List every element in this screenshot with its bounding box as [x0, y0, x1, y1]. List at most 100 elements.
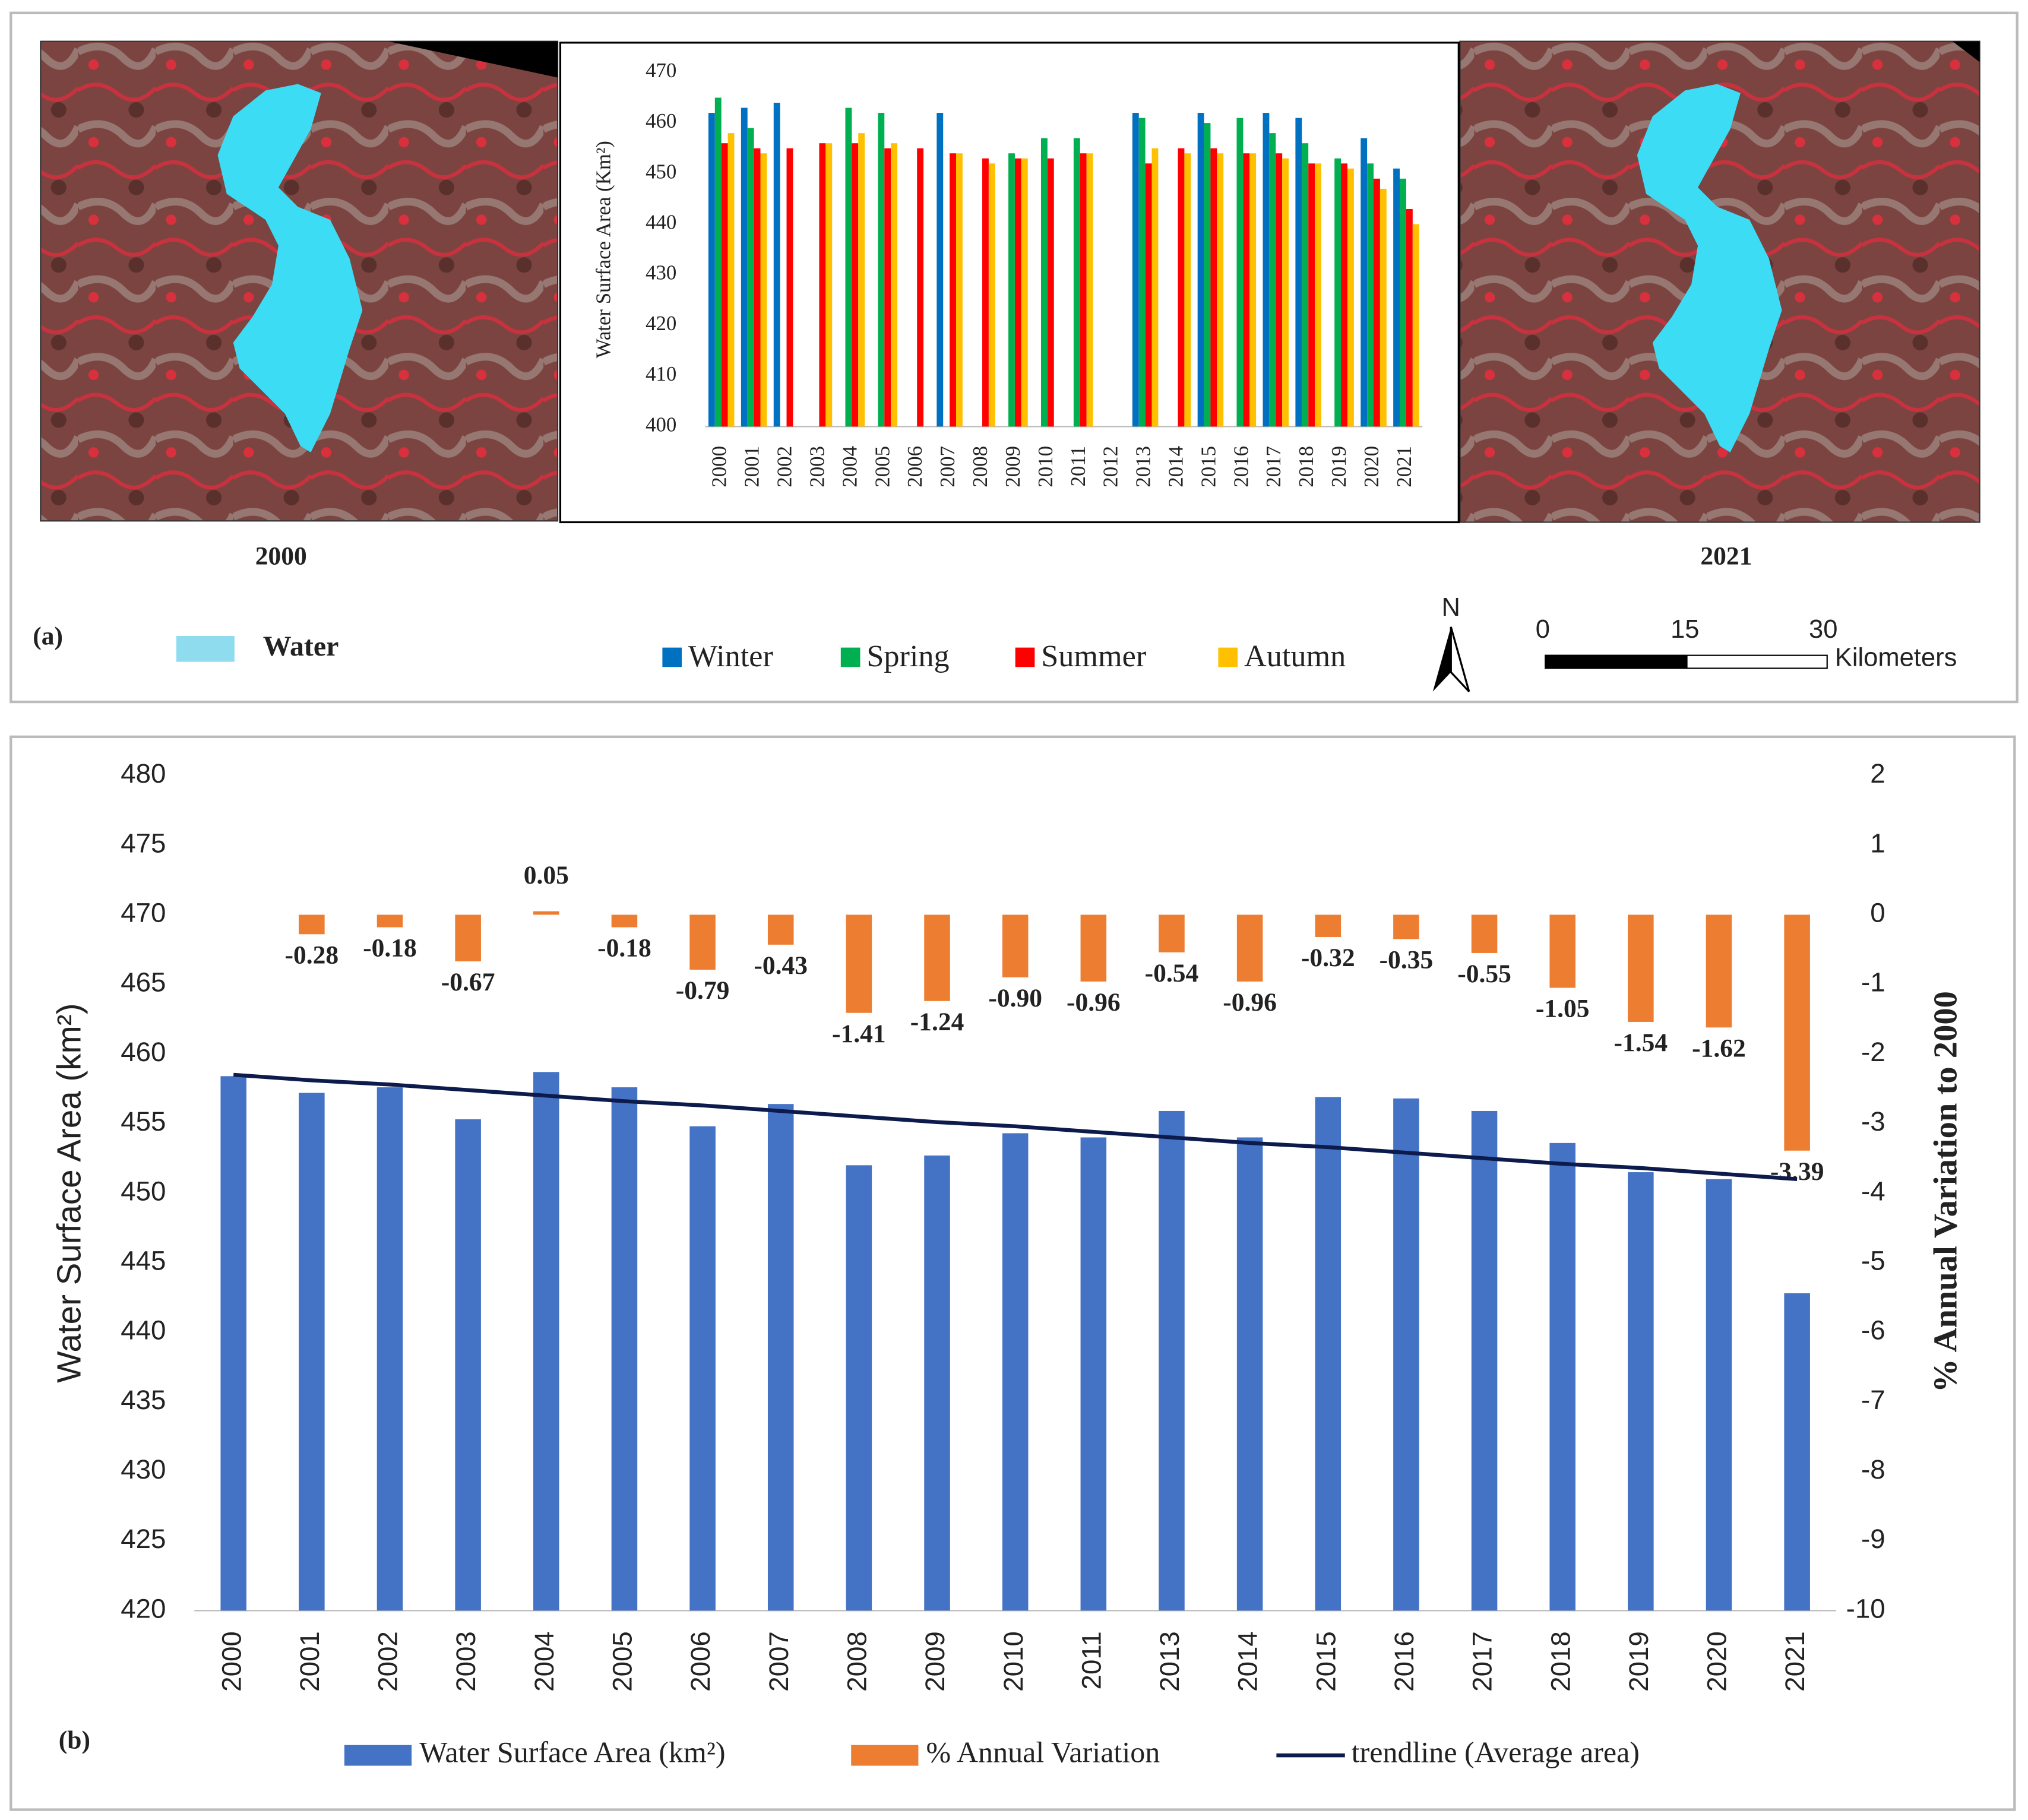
bar [1184, 153, 1191, 427]
bar [1393, 1098, 1419, 1611]
x-tick-label: 2004 [529, 1631, 559, 1692]
data-label: -1.62 [1692, 1034, 1746, 1062]
bar [1393, 914, 1419, 939]
bar [689, 914, 716, 970]
bar [1302, 143, 1309, 427]
data-label: -1.41 [832, 1020, 886, 1048]
x-tick-label: 2003 [805, 446, 828, 488]
bar [988, 163, 995, 427]
bar [1014, 158, 1021, 427]
bar [220, 1076, 246, 1611]
bar [1549, 1142, 1575, 1611]
legend-label: Winter [688, 639, 773, 673]
bar [1263, 113, 1270, 427]
data-label: 0.05 [524, 861, 569, 890]
bar [1159, 1110, 1185, 1611]
bar [924, 914, 950, 1001]
legend-label: trendline (Average area) [1352, 1736, 1640, 1769]
bar [767, 1104, 794, 1611]
y2-tick-label: -2 [1861, 1037, 1885, 1067]
data-label: -0.43 [754, 951, 808, 980]
bar [1315, 914, 1342, 937]
bar [1276, 153, 1283, 427]
x-tick-label: 2017 [1262, 446, 1285, 488]
x-tick-label: 2013 [1132, 446, 1155, 488]
x-tick-label: 2005 [608, 1631, 638, 1692]
legend-swatch [1218, 647, 1238, 667]
bar [1374, 178, 1380, 427]
bar [754, 148, 761, 427]
bar [721, 143, 728, 427]
bar [858, 133, 865, 427]
y2-tick-label: 1 [1870, 828, 1885, 858]
y2-tick-label: -7 [1861, 1385, 1885, 1415]
bar [1784, 914, 1810, 1151]
bar [852, 143, 859, 427]
bar [1341, 163, 1347, 427]
bar [1002, 1133, 1029, 1611]
y-tick-label: 430 [646, 261, 676, 284]
bar [1008, 153, 1015, 427]
y-tick-label: 445 [121, 1245, 166, 1275]
bar [1080, 1137, 1107, 1611]
x-tick-label: 2012 [1099, 446, 1122, 488]
y2-tick-label: -1 [1861, 967, 1885, 998]
bar [1380, 188, 1387, 427]
bar [1178, 148, 1185, 427]
legend-label: Water Surface Area (km²) [419, 1736, 725, 1769]
y2-tick-label: -3 [1861, 1106, 1885, 1137]
y-tick-label: 455 [121, 1106, 166, 1137]
bar [1236, 914, 1263, 982]
map-2021 [1459, 40, 1980, 523]
bar [689, 1126, 716, 1611]
y2-tick-label: -5 [1861, 1245, 1885, 1275]
x-tick-label: 2002 [373, 1631, 403, 1692]
y-tick-label: 450 [121, 1176, 166, 1206]
bar [1002, 914, 1029, 977]
bar [937, 113, 944, 427]
x-tick-label: 2010 [1034, 446, 1057, 488]
bar [878, 113, 885, 427]
legend-swatch [851, 1745, 919, 1766]
y2-tick-label: 2 [1870, 758, 1885, 789]
x-tick-label: 2000 [708, 446, 731, 488]
bar [891, 143, 898, 427]
x-tick-label: 2021 [1780, 1631, 1810, 1692]
x-tick-label: 2018 [1295, 446, 1318, 488]
panel-label: (a) [33, 622, 63, 650]
data-label: -0.18 [363, 934, 417, 963]
y2-tick-label: -8 [1861, 1454, 1885, 1485]
y-tick-label: 430 [121, 1454, 166, 1485]
legend-swatch [840, 647, 860, 667]
legend-swatch [344, 1745, 412, 1766]
bar [377, 1087, 403, 1611]
y-tick-label: 475 [121, 828, 166, 858]
bar [956, 153, 963, 427]
y-tick-label: 420 [646, 312, 676, 335]
bar [1197, 113, 1204, 427]
x-tick-label: 2011 [1067, 446, 1090, 486]
scale-label: 15 [1671, 615, 1699, 644]
bar [611, 1087, 638, 1611]
panel-label: (b) [59, 1726, 90, 1754]
legend-label: Water [263, 631, 339, 662]
bar [1471, 914, 1498, 953]
panel-b-frame [10, 735, 2016, 1811]
bar [917, 148, 924, 427]
bar [741, 107, 748, 427]
bar [1347, 168, 1354, 427]
bar [747, 128, 754, 427]
bar [1138, 118, 1146, 427]
x-tick-label: 2005 [871, 446, 894, 488]
bar [1471, 1110, 1498, 1611]
scale-label: 30 [1809, 615, 1837, 644]
data-label: -0.67 [441, 968, 495, 996]
bar [846, 1165, 872, 1611]
legend-label: Summer [1041, 639, 1146, 673]
scale-unit: Kilometers [1835, 644, 1957, 672]
x-tick-label: 2000 [216, 1631, 246, 1692]
x-tick-label: 2017 [1467, 1631, 1498, 1692]
bar [1393, 168, 1400, 427]
bar [1282, 158, 1289, 427]
